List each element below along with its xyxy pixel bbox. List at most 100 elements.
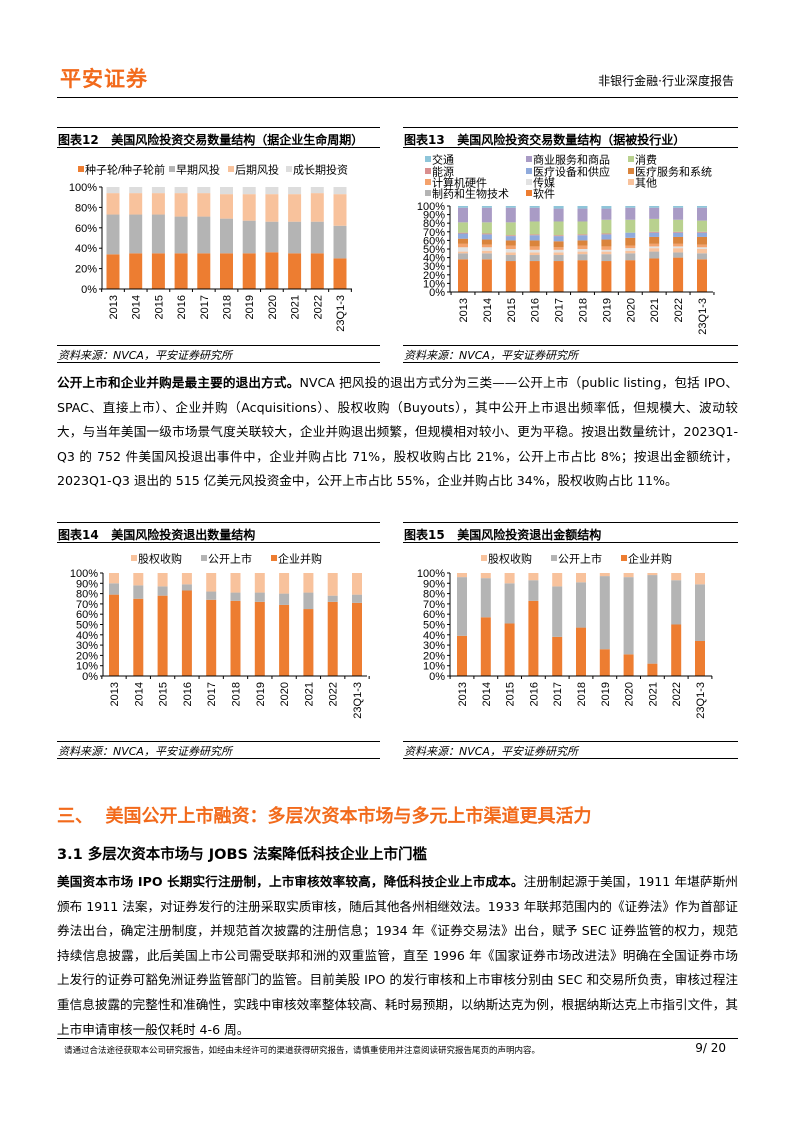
bar-segment <box>481 247 492 251</box>
legend-swatch <box>425 190 431 196</box>
bar-segment <box>625 250 636 254</box>
bar-segment <box>220 253 233 289</box>
bar-segment <box>673 248 684 253</box>
bar-segment <box>553 206 564 209</box>
bar-segment <box>133 598 144 676</box>
x-tick-label: 2013 <box>109 682 121 706</box>
bar-segment <box>577 254 588 261</box>
x-tick-label: 2013 <box>457 682 469 706</box>
bar-segment <box>181 573 192 585</box>
x-tick-label: 2014 <box>481 682 493 706</box>
y-tick-label: 0% <box>81 284 97 296</box>
bar-segment <box>505 255 516 262</box>
x-tick-label: 23Q1-3 <box>697 298 709 335</box>
bar-segment <box>695 584 705 641</box>
bar-segment <box>625 253 636 261</box>
y-tick-label: 40% <box>76 630 98 642</box>
legend-label: 种子轮/种子轮前 <box>85 163 165 177</box>
bar-segment <box>697 244 707 248</box>
legend-swatch <box>425 179 431 185</box>
bar-segment <box>129 253 143 289</box>
y-tick-label: 60% <box>423 235 445 247</box>
divider <box>403 147 738 148</box>
bar-segment <box>480 573 491 579</box>
bar-segment <box>697 206 707 208</box>
page-number: 9/ 20 <box>695 1041 726 1055</box>
bar-segment <box>697 232 707 237</box>
bar-segment <box>109 573 119 584</box>
bar-segment <box>553 255 564 262</box>
company-logo: 平安证券 <box>60 67 148 91</box>
bar-segment <box>553 236 564 242</box>
x-tick-label: 2019 <box>244 295 256 319</box>
bar-segment <box>458 232 468 234</box>
paragraph-ipo-registration: 美国资本市场 IPO 长期实行注册制，上市审核效率较高，降低科技企业上市成本。注… <box>57 870 738 1042</box>
bar-segment <box>529 207 540 222</box>
legend-label: 早期风投 <box>176 163 220 177</box>
bar-segment <box>481 206 492 208</box>
bar-segment <box>625 232 636 238</box>
bar-segment <box>697 259 707 292</box>
bar-segment <box>697 247 707 249</box>
y-tick-label: 90% <box>423 210 445 222</box>
chart-source: 资料来源：NVCA，平安证券研究所 <box>404 745 578 758</box>
y-tick-label: 100% <box>417 568 445 580</box>
bar-segment <box>529 206 540 208</box>
bar-segment <box>151 214 165 254</box>
bar-segment <box>352 594 362 603</box>
bar-segment <box>288 253 302 289</box>
bar-segment <box>697 253 707 260</box>
x-tick-label: 2018 <box>576 682 588 706</box>
bar-segment <box>174 216 188 254</box>
bar-segment <box>230 592 241 601</box>
bar-segment <box>625 237 636 246</box>
x-tick-label: 2017 <box>552 682 564 706</box>
bar-segment <box>481 244 492 248</box>
paragraph-exit-methods: 公开上市和企业并购是最主要的退出方式。NVCA 把风投的退出方式分为三类——公开… <box>57 371 738 494</box>
bar-segment <box>576 573 586 583</box>
x-tick-label: 2015 <box>506 298 518 322</box>
x-tick-label: 2016 <box>528 682 540 706</box>
bar-segment <box>129 187 143 194</box>
legend-swatch <box>425 168 431 174</box>
chart-title-text: 美国风险投资交易数量结构（据企业生命周期） <box>111 133 364 147</box>
bar-segment <box>601 234 612 240</box>
bar-segment <box>577 245 588 249</box>
bar-segment <box>647 575 658 664</box>
legend-swatch <box>621 555 627 561</box>
legend-swatch <box>271 555 277 561</box>
y-tick-label: 50% <box>423 244 445 256</box>
x-tick-label: 2016 <box>530 298 542 322</box>
bar-segment <box>553 208 564 222</box>
bar-segment <box>601 239 612 247</box>
x-tick-label: 2020 <box>267 295 279 319</box>
bar-segment <box>174 193 188 217</box>
legend-label: 计算机硬件 <box>432 176 487 190</box>
x-tick-label: 2017 <box>554 298 566 322</box>
bar-segment <box>288 187 302 195</box>
bar-segment <box>529 234 540 236</box>
bar-segment <box>552 586 563 637</box>
chart-title: 图表12 美国风险投资交易数量结构（据企业生命周期） <box>58 131 363 148</box>
bar-segment <box>310 187 324 194</box>
bar-segment <box>553 261 564 292</box>
bar-segment <box>673 252 684 258</box>
bar-segment <box>230 573 241 593</box>
bar-segment <box>577 206 588 209</box>
bar-segment <box>327 601 338 676</box>
bar-segment <box>505 235 516 237</box>
x-tick-label: 2021 <box>290 295 302 319</box>
paragraph-lead: 美国资本市场 IPO 长期实行注册制，上市审核效率较高，降低科技企业上市成本。 <box>57 874 524 889</box>
bar-segment <box>553 235 564 237</box>
divider <box>403 758 738 759</box>
divider <box>403 741 738 742</box>
x-tick-label: 2017 <box>199 295 211 319</box>
bar-segment <box>601 233 612 235</box>
bar-segment <box>601 251 612 255</box>
y-tick-label: 20% <box>423 650 445 662</box>
legend-label: 其他 <box>635 177 657 190</box>
bar-segment <box>481 253 492 260</box>
bar-segment <box>481 207 492 223</box>
y-tick-label: 100% <box>417 201 445 213</box>
y-tick-label: 60% <box>423 609 445 621</box>
